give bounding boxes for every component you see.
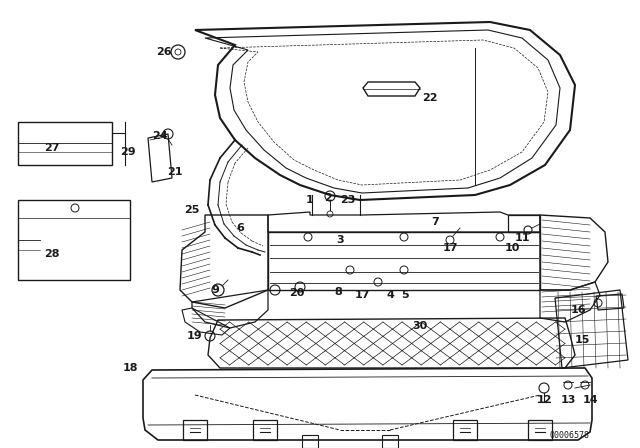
Text: 7: 7: [431, 217, 439, 227]
Text: 25: 25: [184, 205, 200, 215]
Text: 12: 12: [536, 395, 552, 405]
Text: 00006578: 00006578: [550, 431, 590, 439]
Text: 8: 8: [334, 287, 342, 297]
Text: 17: 17: [442, 243, 458, 253]
Text: 10: 10: [504, 243, 520, 253]
Text: 30: 30: [412, 321, 428, 331]
Text: 21: 21: [167, 167, 183, 177]
Text: 4: 4: [386, 290, 394, 300]
Text: 17: 17: [355, 290, 370, 300]
Text: 15: 15: [574, 335, 589, 345]
Text: 5: 5: [401, 290, 409, 300]
Text: 22: 22: [422, 93, 438, 103]
Text: 16: 16: [570, 305, 586, 315]
Text: 23: 23: [340, 195, 356, 205]
Text: 20: 20: [289, 288, 305, 298]
Text: 28: 28: [44, 249, 60, 259]
Text: 26: 26: [156, 47, 172, 57]
Text: 18: 18: [122, 363, 138, 373]
Text: 13: 13: [560, 395, 576, 405]
Text: 24: 24: [152, 131, 168, 141]
Text: 1: 1: [306, 195, 314, 205]
Text: 2: 2: [324, 193, 332, 203]
Text: 14: 14: [582, 395, 598, 405]
Text: 9: 9: [211, 285, 219, 295]
Text: 3: 3: [336, 235, 344, 245]
Text: 29: 29: [120, 147, 136, 157]
Text: 11: 11: [515, 233, 530, 243]
Text: 6: 6: [236, 223, 244, 233]
Text: 27: 27: [44, 143, 60, 153]
Text: 19: 19: [187, 331, 203, 341]
